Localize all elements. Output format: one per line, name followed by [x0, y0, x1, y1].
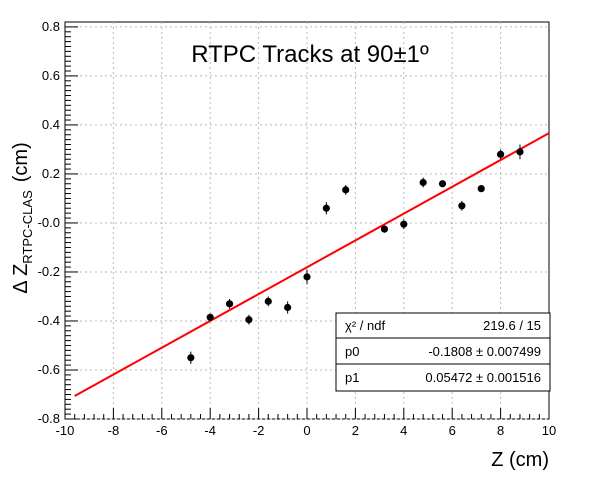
x-axis-title: Z (cm): [491, 449, 549, 471]
data-point: [284, 303, 292, 312]
stats-chi2-label: χ² / ndf: [345, 318, 385, 333]
ticks: -10 -8 -6 -4 -2 0 2 4 6 8 10 -0.8 -0.6 -0.4 -0.2 -0.0 0.…: [38, 19, 557, 438]
y-tick-label: 0.4: [42, 117, 60, 132]
data-point: [322, 204, 330, 212]
data-point: [419, 178, 427, 187]
fit-line: [74, 132, 550, 397]
x-tick-label: 2: [352, 423, 359, 438]
x-tick-label: 4: [400, 423, 407, 438]
data-point: [477, 185, 485, 193]
stats-p1-label: p1: [345, 370, 359, 385]
x-tick-label: 0: [303, 423, 310, 438]
y-tick-label: -0.8: [38, 411, 60, 426]
stats-p0-value: -0.1808 ± 0.007499: [428, 344, 541, 359]
data-point: [380, 225, 389, 233]
stats-box-frame: [335, 312, 551, 392]
y-tick-label: -0.0: [38, 215, 60, 230]
data-point: [458, 202, 466, 210]
x-tick-label: -2: [253, 423, 265, 438]
x-tick-label: 6: [449, 423, 456, 438]
y-tick-label: 0.2: [42, 166, 60, 181]
y-axis-title: Δ ZRTPC-CLAS (cm): [10, 142, 35, 293]
x-tick-label: -4: [204, 423, 216, 438]
y-axis-title-unit: (cm): [10, 142, 32, 182]
data-point: [342, 186, 350, 194]
stats-p0-label: p0: [345, 344, 359, 359]
stats-box: χ² / ndf 219.6 / 15 p0 -0.1808 ± 0.00749…: [335, 312, 551, 392]
data-point: [497, 150, 505, 158]
y-axis-title-main: Δ Z: [10, 264, 32, 294]
y-axis-title-subscript: RTPC-CLAS: [20, 190, 35, 264]
data-point: [264, 297, 272, 305]
fit-line-group: [74, 132, 550, 397]
x-tick-label: 8: [497, 423, 504, 438]
data-point: [303, 273, 311, 281]
x-tick-label: -10: [56, 423, 75, 438]
data-point: [206, 313, 214, 321]
data-points: [187, 144, 524, 364]
y-tick-label: -0.6: [38, 362, 60, 377]
y-tick-label: -0.4: [38, 313, 60, 328]
data-point: [245, 316, 253, 324]
x-tick-label: -6: [156, 423, 168, 438]
stats-p1-value: 0.05472 ± 0.001516: [425, 370, 541, 385]
data-point: [438, 180, 447, 188]
data-point: [400, 220, 408, 228]
data-point: [225, 300, 234, 308]
chart-title: RTPC Tracks at 90±1º: [191, 41, 429, 68]
y-tick-label: 0.6: [42, 68, 60, 83]
data-point: [187, 354, 195, 362]
stats-chi2-value: 219.6 / 15: [483, 318, 541, 333]
y-tick-label: 0.8: [42, 19, 60, 34]
x-tick-label: -8: [108, 423, 120, 438]
y-tick-label: -0.2: [38, 264, 60, 279]
x-tick-label: 10: [542, 423, 556, 438]
data-point: [516, 148, 524, 156]
